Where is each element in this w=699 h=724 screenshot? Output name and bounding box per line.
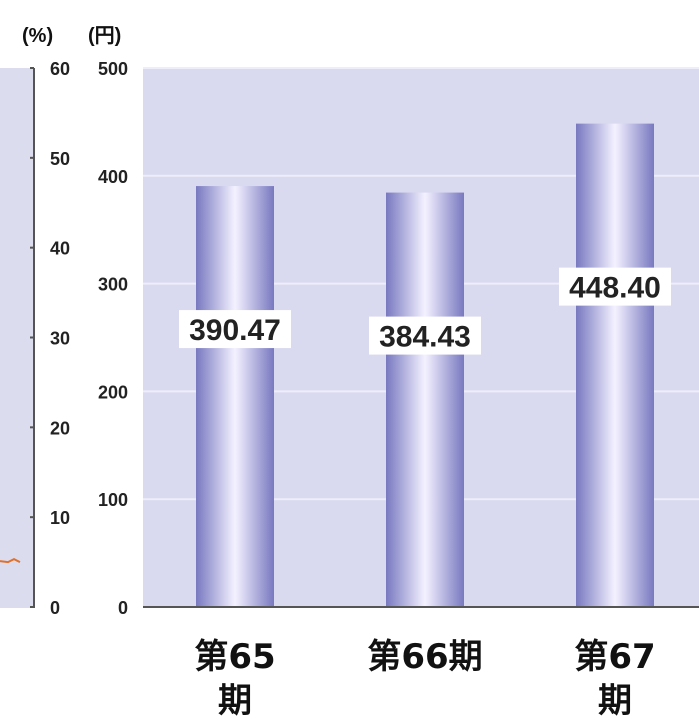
data-label-background — [179, 310, 291, 349]
price-tick-label: 400 — [98, 167, 128, 187]
line-series-segment — [0, 557, 21, 564]
data-label: 384.43 — [379, 321, 471, 354]
percent-tick-label: 60 — [50, 59, 70, 79]
percent-tick-label: 40 — [50, 239, 70, 259]
bar — [386, 192, 464, 607]
left-panel-background — [0, 68, 34, 608]
price-tick-label: 500 — [98, 59, 128, 79]
percent-tick-label: 0 — [50, 598, 60, 618]
price-axis-ticks: 0 100 200 300 400 500 — [98, 59, 128, 618]
price-axis-unit: (円) — [88, 25, 121, 47]
price-tick-label: 300 — [98, 275, 128, 295]
percent-tick-label: 50 — [50, 149, 70, 169]
category-label: 第65 — [194, 637, 275, 677]
percent-axis-unit: (%) — [22, 25, 53, 47]
percent-tick-label: 20 — [50, 418, 70, 438]
percent-tick-label: 30 — [50, 329, 70, 349]
left-axis-ticks: 0 10 20 30 40 50 60 — [30, 59, 70, 618]
bar — [196, 186, 274, 607]
category-label: 第66期 — [367, 637, 482, 677]
bar — [576, 123, 654, 607]
percent-tick-label: 10 — [50, 508, 70, 528]
price-tick-label: 0 — [118, 598, 128, 618]
bars: 390.47 384.43 448.40 — [179, 123, 671, 607]
price-tick-label: 100 — [98, 490, 128, 510]
price-tick-label: 200 — [98, 382, 128, 402]
data-label: 390.47 — [189, 314, 281, 347]
data-label: 448.40 — [569, 272, 661, 305]
category-label: 期 — [598, 681, 632, 721]
data-label-background — [559, 267, 671, 306]
data-label-background — [369, 316, 481, 355]
category-label: 第67 — [574, 637, 655, 677]
category-label: 期 — [218, 681, 252, 721]
